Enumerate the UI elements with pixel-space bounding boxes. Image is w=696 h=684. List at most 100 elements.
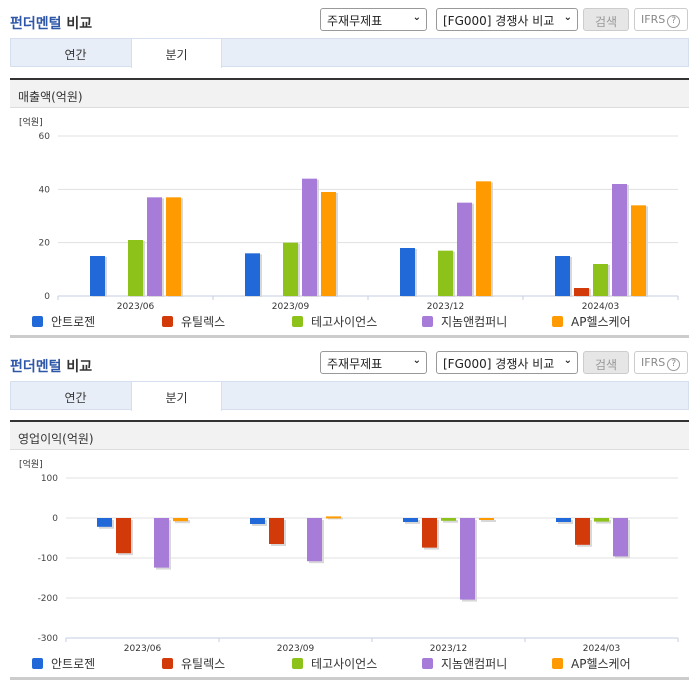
y-tick-label: -100	[38, 554, 59, 564]
legend-swatch-icon	[422, 658, 433, 669]
bar[interactable]	[283, 242, 298, 296]
divider	[10, 677, 689, 680]
bar[interactable]	[403, 518, 418, 522]
statement-type-select[interactable]: 주재무제표 ⌄	[320, 8, 427, 31]
x-tick-label: 2023/06	[117, 302, 155, 310]
chevron-down-icon: ⌄	[563, 12, 572, 23]
ifrs-help-button[interactable]: IFRS?	[634, 8, 688, 31]
legend-item[interactable]: 지놈앤컴퍼니	[422, 313, 507, 330]
legend-item[interactable]: 유틸렉스	[162, 655, 225, 672]
bar-shadow	[443, 520, 458, 523]
bar[interactable]	[422, 518, 437, 548]
legend-swatch-icon	[162, 658, 173, 669]
bar[interactable]	[97, 518, 112, 527]
bar-shadow	[596, 520, 611, 524]
bar[interactable]	[556, 518, 571, 522]
legend-label: 유틸렉스	[181, 315, 226, 329]
title-accent: 펀더멘털	[10, 359, 62, 375]
bar[interactable]	[457, 202, 472, 296]
bar[interactable]	[631, 205, 646, 296]
bar[interactable]	[555, 256, 570, 296]
bar-shadow	[328, 517, 343, 520]
legend-label: 유틸렉스	[181, 657, 226, 671]
chart-legend: 안트로젠 유틸렉스 테고사이언스 지놈앤컴퍼니 AP헬스케어	[0, 313, 696, 331]
section-title: 펀더멘털 비교	[10, 356, 92, 376]
statement-type-select[interactable]: 주재무제표 ⌄	[320, 351, 427, 374]
question-icon: ?	[667, 15, 681, 28]
bar[interactable]	[574, 288, 589, 296]
bar[interactable]	[441, 518, 456, 521]
y-unit-label: [억원]	[19, 458, 43, 470]
bar[interactable]	[476, 181, 491, 296]
bar[interactable]	[245, 253, 260, 296]
metric-title: 매출액(억원)	[10, 78, 689, 108]
legend-item[interactable]: 안트로젠	[32, 313, 95, 330]
chevron-down-icon: ⌄	[412, 12, 421, 23]
legend-item[interactable]: AP헬스케어	[552, 655, 631, 672]
bar[interactable]	[460, 518, 475, 600]
bar[interactable]	[269, 518, 284, 544]
bar[interactable]	[438, 250, 453, 296]
bar[interactable]	[90, 256, 105, 296]
bar[interactable]	[400, 248, 415, 296]
bar[interactable]	[479, 518, 494, 520]
y-tick-label: 20	[39, 239, 51, 249]
select-value: [FG000] 경쟁사 비교	[443, 14, 555, 28]
legend-label: 테고사이언스	[311, 657, 378, 671]
bar[interactable]	[326, 516, 341, 519]
bar[interactable]	[116, 518, 131, 554]
bar[interactable]	[593, 264, 608, 296]
bar[interactable]	[307, 518, 322, 562]
legend-label: 안트로젠	[51, 315, 96, 329]
ifrs-help-button[interactable]: IFRS?	[634, 351, 688, 374]
x-tick-label: 2024/03	[583, 644, 620, 653]
x-tick-label: 2023/12	[430, 644, 467, 653]
y-tick-label: -300	[38, 634, 59, 644]
section-header: 펀더멘털 비교 주재무제표 ⌄ [FG000] 경쟁사 비교 ⌄ 검색 IFRS?	[0, 343, 696, 381]
legend-swatch-icon	[552, 316, 563, 327]
comparison-group-select[interactable]: [FG000] 경쟁사 비교 ⌄	[436, 8, 578, 31]
bar[interactable]	[302, 178, 317, 296]
legend-item[interactable]: 테고사이언스	[292, 655, 377, 672]
chevron-down-icon: ⌄	[412, 355, 421, 366]
bar[interactable]	[594, 518, 609, 522]
comparison-group-select[interactable]: [FG000] 경쟁사 비교 ⌄	[436, 351, 578, 374]
tab-annual[interactable]: 연간	[64, 391, 87, 405]
bar[interactable]	[147, 197, 162, 296]
tab-quarterly[interactable]: 분기	[131, 39, 222, 68]
search-button[interactable]: 검색	[583, 8, 629, 31]
x-tick-label: 2023/09	[272, 302, 310, 310]
tab-quarterly[interactable]: 분기	[131, 382, 222, 411]
legend-item[interactable]: 지놈앤컴퍼니	[422, 655, 507, 672]
tab-annual[interactable]: 연간	[64, 48, 87, 62]
chart-legend: 안트로젠 유틸렉스 테고사이언스 지놈앤컴퍼니 AP헬스케어	[0, 655, 696, 673]
legend-label: 테고사이언스	[311, 315, 378, 329]
search-button[interactable]: 검색	[583, 351, 629, 374]
bar[interactable]	[250, 518, 265, 524]
period-tabs: 연간 분기	[10, 381, 689, 411]
x-tick-label: 2023/12	[427, 302, 464, 310]
bar[interactable]	[575, 518, 590, 545]
legend-item[interactable]: 테고사이언스	[292, 313, 377, 330]
legend-item[interactable]: AP헬스케어	[552, 313, 631, 330]
bar[interactable]	[612, 184, 627, 296]
section-title: 펀더멘털 비교	[10, 13, 92, 33]
bar[interactable]	[613, 518, 628, 557]
legend-label: AP헬스케어	[571, 657, 631, 671]
bar[interactable]	[173, 518, 188, 522]
bar[interactable]	[321, 192, 336, 296]
legend-item[interactable]: 안트로젠	[32, 655, 95, 672]
legend-item[interactable]: 유틸렉스	[162, 313, 225, 330]
bar-shadow	[175, 520, 190, 524]
bar[interactable]	[128, 240, 143, 296]
chevron-down-icon: ⌄	[563, 355, 572, 366]
bar[interactable]	[166, 197, 181, 296]
legend-swatch-icon	[32, 316, 43, 327]
question-icon: ?	[667, 358, 681, 371]
legend-swatch-icon	[292, 316, 303, 327]
bar[interactable]	[154, 518, 169, 568]
ifrs-label: IFRS	[641, 356, 666, 369]
x-tick-label: 2024/03	[582, 302, 619, 310]
fundamental-section-operating-income: 펀더멘털 비교 주재무제표 ⌄ [FG000] 경쟁사 비교 ⌄ 검색 IFRS? …	[0, 343, 696, 450]
legend-swatch-icon	[422, 316, 433, 327]
